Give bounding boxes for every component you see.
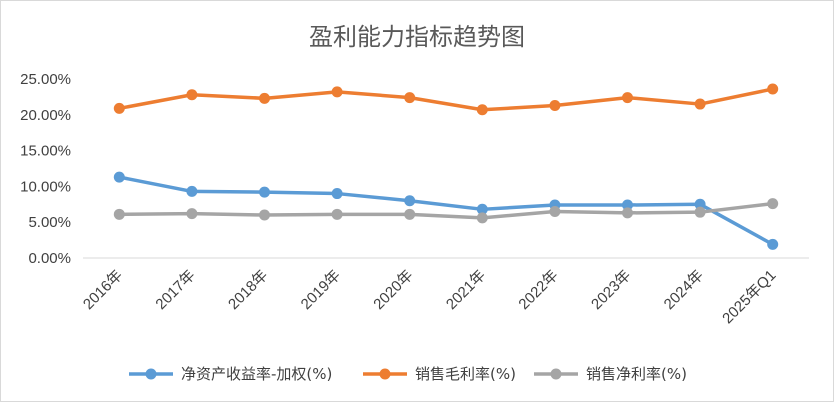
data-point [767,238,779,250]
data-point [549,99,561,111]
data-point [549,205,561,217]
x-tick-label: 2022年 [516,267,562,313]
data-point [622,92,633,104]
data-point [113,208,125,220]
chart-title: 盈利能力指标趋势图 [309,23,525,51]
data-point [622,199,633,211]
x-tick-label: 2018年 [225,267,271,313]
legend-item: 净资产收益率-加权(%) [129,365,332,383]
data-point [259,186,270,198]
x-tick-label: 2020年 [370,267,416,313]
series-3 [113,198,779,224]
y-axis-ticks: 0.00% 5.00% 10.00% 15.00% 20.00% 25.00% [20,71,71,267]
legend-marker [550,368,562,380]
data-point [404,208,416,220]
legend-item: 销售净利率(%) [534,365,687,383]
x-tick-label: 2016年 [80,267,126,313]
legend-item: 销售毛利率(%) [363,365,516,383]
data-point [476,212,488,224]
y-tick-label: 10.00% [20,178,71,195]
data-point [186,89,198,101]
legend-label: 销售毛利率(%) [415,365,516,383]
x-tick-label: 2019年 [298,267,344,313]
data-point [113,102,125,114]
x-tick-label: 2023年 [588,267,634,313]
data-point [622,207,633,219]
data-point [694,198,706,210]
legend-label: 销售净利率(%) [586,365,687,383]
data-point [331,188,343,200]
series-line [117,87,775,112]
y-tick-label: 25.00% [20,71,71,88]
x-axis-ticks: 2016年 2017年 2018年 2019年 2020年 2021年 2022年 2023年… [80,267,780,327]
x-tick-label: 2024年 [661,267,707,313]
data-point [476,203,488,215]
legend: 净资产收益率-加权(%) 销售毛利率(%) 销售净利率(%) [129,365,687,383]
legend-marker [379,368,391,380]
data-point [767,198,779,210]
data-point [186,185,198,197]
y-tick-label: 5.00% [28,214,71,231]
data-point [476,104,488,116]
data-point [331,208,343,220]
x-tick-label: 2017年 [153,267,199,313]
x-tick-label: 2021年 [443,267,489,313]
data-point [694,98,706,110]
data-point [186,208,198,220]
data-point [767,83,779,95]
legend-label: 净资产收益率-加权(%) [181,365,332,383]
data-point [404,92,416,104]
data-point [331,86,343,98]
x-tick-label: 2025年Q1 [719,267,779,327]
plot-area [83,83,809,259]
series-2 [113,83,779,116]
data-point [404,195,416,207]
y-tick-label: 0.00% [28,250,71,267]
y-tick-label: 20.00% [20,107,71,124]
data-point [694,206,706,218]
series-line [117,201,775,220]
legend-marker [145,368,157,380]
data-point [259,92,270,104]
y-tick-label: 15.00% [20,143,71,160]
series-line [117,175,775,247]
data-point [113,171,125,183]
data-point [259,209,270,221]
